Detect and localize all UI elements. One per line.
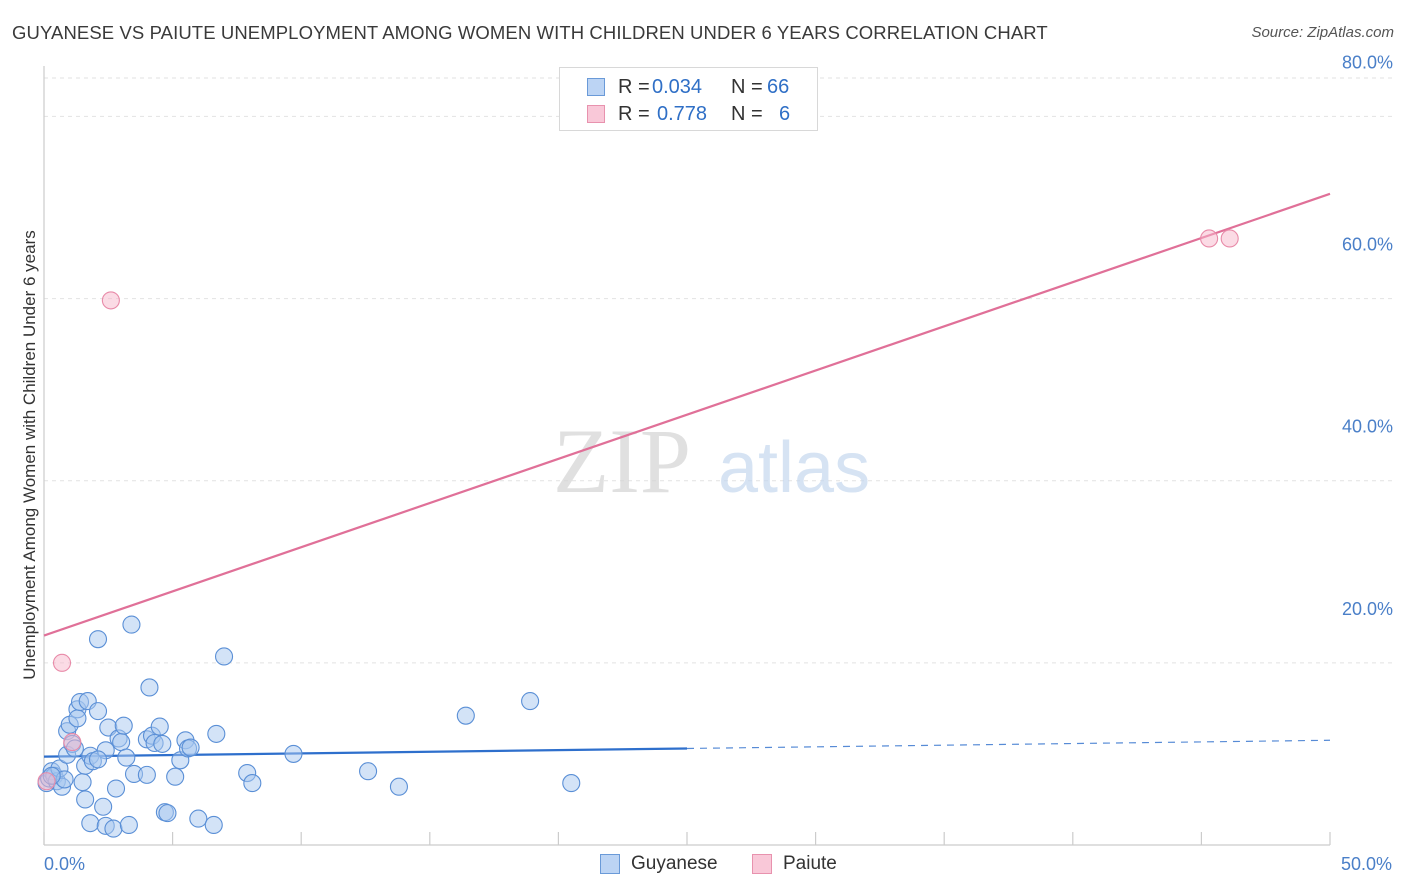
- point-guyanese: [214, 647, 234, 666]
- legend-n-value: 6: [779, 103, 791, 125]
- data-points: [37, 229, 1239, 838]
- legend-n-label: N =: [731, 76, 763, 98]
- point-paiute: [1200, 229, 1219, 248]
- point-guyanese: [140, 678, 159, 697]
- watermark-atlas: atlas: [718, 428, 870, 508]
- legend-r-label: R =: [618, 76, 650, 98]
- point-guyanese: [112, 733, 131, 752]
- point-guyanese: [284, 744, 303, 763]
- point-guyanese: [521, 692, 540, 711]
- point-guyanese: [153, 734, 172, 753]
- point-paiute: [37, 772, 56, 791]
- legend-r-value: 0.778: [657, 103, 708, 125]
- point-guyanese: [389, 777, 408, 796]
- legend-r-label: R =: [618, 103, 650, 125]
- point-guyanese: [189, 809, 208, 828]
- point-guyanese: [562, 774, 581, 793]
- legend-swatch-guyanese: [587, 78, 605, 96]
- x-tick-label: 0.0%: [44, 854, 85, 874]
- point-guyanese: [456, 706, 475, 725]
- point-guyanese: [117, 748, 136, 767]
- point-guyanese: [73, 773, 92, 792]
- legend-label-paiute: Paiute: [783, 853, 837, 874]
- grid-lines: [44, 77, 1392, 664]
- trendline-paiute: [43, 192, 1331, 637]
- point-guyanese: [243, 774, 262, 793]
- series-legend: Guyanese Paiute: [0, 852, 1406, 878]
- point-guyanese: [81, 814, 100, 833]
- point-guyanese: [166, 767, 185, 786]
- point-guyanese: [106, 779, 126, 798]
- point-guyanese: [204, 815, 223, 835]
- legend-row-paiute: R = 0.778 N = 6: [560, 101, 817, 127]
- point-guyanese: [207, 724, 226, 743]
- x-tick-label: 50.0%: [1341, 854, 1392, 874]
- point-guyanese: [114, 716, 133, 735]
- source-label: Source: ZipAtlas.com: [1251, 24, 1394, 41]
- point-paiute: [101, 291, 120, 310]
- legend-r-value: 0.034: [652, 76, 703, 98]
- point-guyanese: [104, 819, 123, 838]
- point-guyanese: [119, 815, 138, 835]
- point-guyanese: [68, 709, 87, 728]
- point-guyanese: [94, 797, 113, 816]
- trendline-extension-guyanese: [686, 739, 1331, 750]
- point-paiute: [1220, 229, 1239, 248]
- point-paiute: [63, 733, 82, 752]
- point-guyanese: [150, 717, 169, 736]
- point-guyanese: [359, 762, 378, 781]
- watermark-zip: ZIP: [553, 410, 691, 512]
- point-guyanese: [76, 790, 95, 809]
- y-tick-label: 80.0%: [1342, 52, 1393, 72]
- point-guyanese: [88, 702, 108, 721]
- point-guyanese: [137, 765, 156, 784]
- legend-n-label: N =: [731, 103, 763, 125]
- point-guyanese: [122, 615, 141, 634]
- legend-swatch-guyanese: [600, 854, 620, 874]
- trendline-guyanese: [43, 747, 688, 758]
- legend-row-guyanese: R = 0.034 N = 66: [560, 74, 817, 100]
- tick-labels: 20.0% 40.0% 60.0% 80.0% 0.0% 50.0%: [44, 52, 1393, 874]
- legend-label-guyanese: Guyanese: [631, 853, 718, 874]
- y-axis-label: Unemployment Among Women with Children U…: [20, 230, 39, 679]
- axes: [43, 66, 1331, 846]
- point-guyanese: [158, 804, 177, 823]
- watermark: ZIP atlas: [553, 410, 870, 512]
- legend-swatch-paiute: [587, 105, 605, 123]
- y-tick-label: 20.0%: [1342, 599, 1393, 619]
- legend-n-value: 66: [767, 76, 790, 98]
- point-guyanese: [88, 630, 108, 649]
- chart-title: GUYANESE VS PAIUTE UNEMPLOYMENT AMONG WO…: [12, 22, 1048, 43]
- point-guyanese: [88, 750, 108, 769]
- trendlines: [43, 192, 1331, 758]
- legend-swatch-paiute: [752, 854, 772, 874]
- point-paiute: [52, 653, 72, 672]
- point-guyanese: [181, 738, 200, 757]
- stats-legend: R = 0.034 N = 66 R = 0.778 N = 6: [559, 67, 818, 131]
- y-tick-label: 60.0%: [1342, 235, 1393, 255]
- y-tick-label: 40.0%: [1342, 417, 1393, 437]
